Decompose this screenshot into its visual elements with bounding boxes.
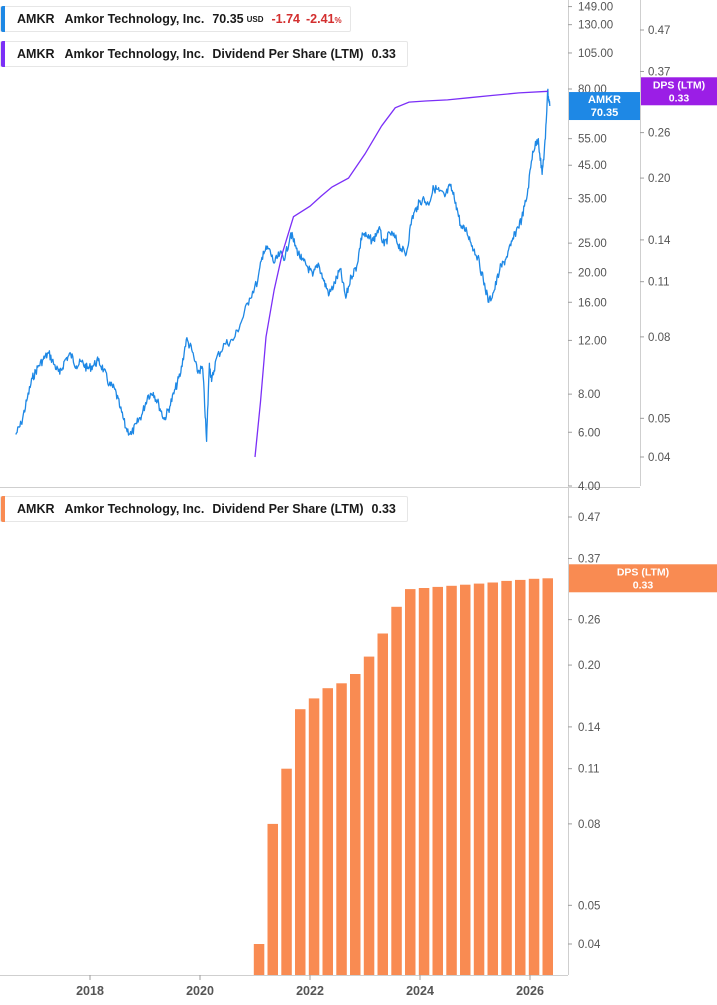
- dps-bottom-tick-label: 0.04: [578, 939, 601, 951]
- dps-top-legend-series: Dividend Per Share (LTM): [212, 47, 364, 61]
- dps-bar: [363, 656, 375, 975]
- dps-bottom-legend[interactable]: AMKR Amkor Technology, Inc. Dividend Per…: [0, 496, 408, 522]
- price-tick-label: 4.00: [578, 481, 600, 493]
- dps-top-tick-label: 0.08: [648, 332, 670, 344]
- dps-bar: [281, 768, 292, 975]
- dps-top-current-tag-name: DPS (LTM): [653, 79, 705, 91]
- dps-top-legend[interactable]: AMKR Amkor Technology, Inc. Dividend Per…: [0, 41, 408, 67]
- dps-bar: [515, 579, 526, 975]
- dps-bar: [377, 633, 388, 975]
- dps-top-tick-label: 0.47: [648, 25, 670, 37]
- dps-bar: [308, 698, 320, 975]
- dps-top-legend-ticker: AMKR: [17, 47, 55, 61]
- dps-bar: [542, 578, 553, 975]
- price-legend-change: -1.74: [271, 12, 301, 26]
- dps-bar: [350, 674, 361, 975]
- price-tick-label: 25.00: [578, 238, 607, 250]
- time-tick-label: 2020: [186, 984, 214, 998]
- dps-top-legend-swatch: [1, 41, 5, 67]
- dps-top-current-tag-value: 0.33: [669, 92, 690, 104]
- dps-bottom-current-tag-name: DPS (LTM): [617, 566, 669, 578]
- price-legend-pct-sign: %: [334, 16, 342, 25]
- dps-bottom-tick-label: 0.37: [578, 553, 600, 565]
- price-line: [15, 88, 551, 443]
- dps-bar: [487, 582, 498, 975]
- price-tick-label: 35.00: [578, 194, 607, 206]
- price-legend-change-pct: -2.41%: [306, 12, 342, 26]
- price-tick-label: 55.00: [578, 134, 607, 146]
- dps-bottom-legend-series: Dividend Per Share (LTM): [212, 502, 364, 516]
- price-current-tag: [569, 92, 640, 121]
- dps-top-tick-label: 0.05: [648, 413, 670, 425]
- dps-bottom-legend-swatch: [1, 496, 5, 522]
- time-tick-label: 2026: [516, 984, 544, 998]
- dps-bottom-tick-label: 0.47: [578, 512, 600, 524]
- dps-top-legend-name: Amkor Technology, Inc.: [64, 47, 205, 61]
- price-current-tag-name: AMKR: [588, 94, 621, 106]
- dps-bar: [253, 944, 265, 975]
- dps-top-tick-label: 0.20: [648, 173, 670, 185]
- dps-bottom-tick-label: 0.20: [578, 660, 600, 672]
- dps-bottom-tick-label: 0.14: [578, 722, 601, 734]
- dps-bottom-tick-label: 0.26: [578, 615, 600, 627]
- time-tick-label: 2022: [296, 984, 324, 998]
- price-tick-label: 8.00: [578, 389, 600, 401]
- dps-top-legend-value: 0.33: [371, 47, 396, 61]
- price-tick-label: 16.00: [578, 297, 607, 309]
- price-tick-label: 6.00: [578, 427, 600, 439]
- dps-top-tick-label: 0.37: [648, 66, 670, 78]
- dps-bar: [501, 580, 512, 975]
- dps-top-current-tag: [641, 77, 717, 106]
- price-legend-change-pct-value: -2.41: [306, 12, 335, 26]
- dps-top-tick-label: 0.11: [648, 277, 670, 289]
- dps-bottom-tick-label: 0.05: [578, 900, 600, 912]
- price-current-tag-value: 70.35: [591, 107, 619, 119]
- dps-bar: [405, 589, 416, 975]
- dps-bar: [322, 688, 333, 975]
- price-tick-label: 130.00: [578, 20, 613, 32]
- dps-bar: [267, 823, 278, 975]
- dps-bar: [391, 606, 402, 975]
- price-legend-name: Amkor Technology, Inc.: [64, 12, 205, 26]
- dps-bar: [432, 586, 443, 975]
- price-tick-label: 20.00: [578, 268, 607, 280]
- dps-bottom-tick-label: 0.08: [578, 819, 600, 831]
- dps-bar: [446, 585, 457, 975]
- dps-top-tick-label: 0.14: [648, 235, 671, 247]
- price-legend[interactable]: AMKR Amkor Technology, Inc. 70.35 USD -1…: [0, 6, 351, 32]
- dps-bottom-tick-label: 0.11: [578, 764, 600, 776]
- price-tick-label: 149.00: [578, 2, 613, 14]
- price-legend-ticker: AMKR: [17, 12, 55, 26]
- price-legend-value: 70.35: [212, 12, 244, 26]
- dps-bottom-current-tag: [569, 564, 717, 593]
- price-legend-currency: USD: [246, 15, 264, 24]
- dps-bar: [528, 578, 540, 975]
- time-tick-label: 2018: [76, 984, 104, 998]
- price-tick-label: 105.00: [578, 48, 613, 60]
- dps-top-tick-label: 0.04: [648, 452, 671, 464]
- dps-bar: [336, 683, 347, 975]
- dps-bar: [295, 709, 306, 975]
- dps-bar: [418, 588, 430, 975]
- dps-bottom-legend-ticker: AMKR: [17, 502, 55, 516]
- dps-bar: [460, 584, 471, 975]
- dps-bottom-current-tag-value: 0.33: [633, 579, 654, 591]
- time-tick-label: 2024: [406, 984, 434, 998]
- dps-line: [254, 90, 549, 458]
- dps-bar: [473, 583, 485, 975]
- price-legend-swatch: [1, 6, 5, 32]
- price-tick-label: 45.00: [578, 160, 607, 172]
- dps-top-tick-label: 0.26: [648, 128, 670, 140]
- dps-bottom-legend-name: Amkor Technology, Inc.: [64, 502, 205, 516]
- price-tick-label: 12.00: [578, 335, 607, 347]
- dps-bottom-legend-value: 0.33: [371, 502, 396, 516]
